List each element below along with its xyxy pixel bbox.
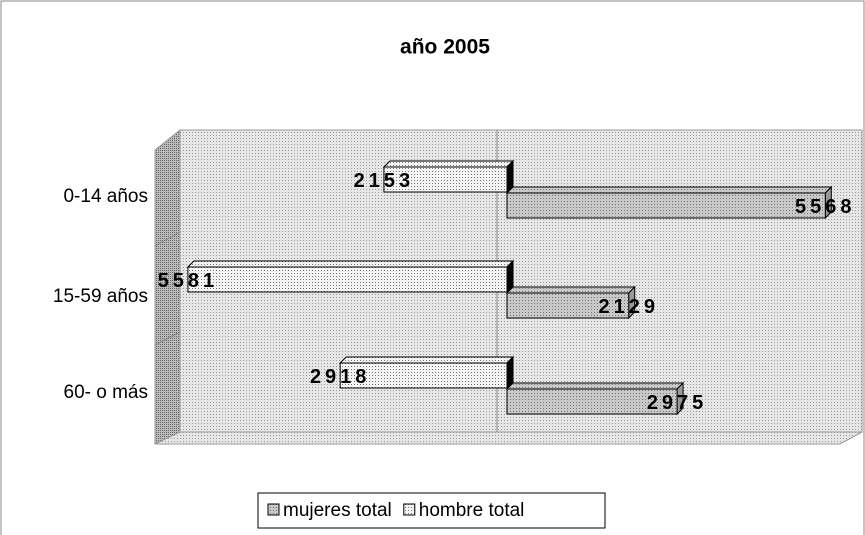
category-divider bbox=[154, 331, 181, 346]
bar-top bbox=[505, 382, 685, 390]
bar-top bbox=[338, 356, 515, 364]
bar bbox=[383, 166, 508, 193]
data-label: 5568 bbox=[795, 196, 856, 218]
bar bbox=[339, 362, 508, 389]
legend-swatch bbox=[403, 503, 416, 516]
bar-top bbox=[505, 286, 636, 294]
legend-label: mujeres total bbox=[283, 500, 392, 521]
data-label: 2129 bbox=[598, 296, 659, 318]
y-tick-label: 60- o más bbox=[64, 382, 148, 403]
bar-end bbox=[506, 159, 514, 194]
category-divider bbox=[154, 231, 181, 247]
legend-swatch bbox=[267, 503, 280, 516]
bar-end bbox=[506, 355, 514, 390]
legend bbox=[257, 492, 606, 529]
bar bbox=[506, 292, 630, 319]
data-label: 2918 bbox=[310, 366, 371, 388]
bar bbox=[187, 266, 508, 293]
data-label: 5581 bbox=[158, 270, 219, 292]
bar-top bbox=[382, 160, 515, 168]
data-label: 2975 bbox=[647, 392, 708, 414]
data-label: 2153 bbox=[354, 170, 415, 192]
chart-title: año 2005 bbox=[400, 36, 490, 59]
bar bbox=[506, 388, 678, 415]
floor bbox=[154, 431, 863, 445]
bar-top bbox=[505, 186, 833, 194]
bar bbox=[506, 192, 826, 219]
bar-end bbox=[506, 259, 514, 294]
legend-label: hombre total bbox=[419, 500, 525, 521]
bar-top bbox=[186, 260, 515, 268]
y-tick-label: 0-14 años bbox=[63, 186, 148, 207]
y-tick-label: 15-59 años bbox=[53, 286, 148, 307]
